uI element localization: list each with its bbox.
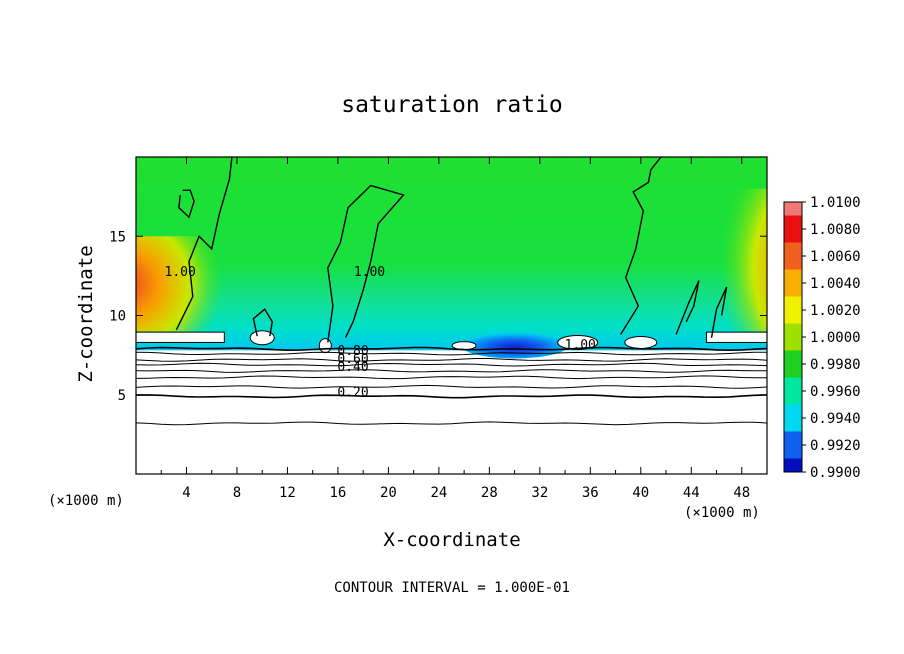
contour-band <box>136 362 767 367</box>
contour-interval-note: CONTOUR INTERVAL = 1.000E-01 <box>334 580 570 596</box>
colorbar-swatch <box>784 310 802 324</box>
x-unit-note-left: (×1000 m) <box>48 493 124 509</box>
cloud-edge-right <box>705 331 767 343</box>
colorbar-tick-label: 0.9900 <box>810 465 861 481</box>
y-tick-label: 10 <box>109 309 126 325</box>
cloud-edge-blob <box>557 334 599 350</box>
colorbar-swatch <box>784 296 802 311</box>
chart-title: saturation ratio <box>341 92 563 118</box>
contour-label: 1.00 <box>565 338 596 353</box>
contour-band <box>136 375 767 380</box>
x-tick-label: 48 <box>733 485 750 501</box>
x-tick-label: 36 <box>582 485 599 501</box>
colorbar-swatch <box>784 256 802 270</box>
colorbar-tick-label: 1.0020 <box>810 303 861 319</box>
colorbar-tick-label: 1.0060 <box>810 249 861 265</box>
colorbar-swatch <box>784 229 802 243</box>
x-tick-label: 24 <box>430 485 447 501</box>
contour-1-00 <box>178 189 195 219</box>
x-tick-label: 28 <box>481 485 498 501</box>
contour-lines: 1.00 1.00 1.00 0.800.600.40 0.20 <box>136 157 767 426</box>
colorbar-tick-label: 0.9920 <box>810 438 861 454</box>
contour-label: 0.40 <box>337 360 368 375</box>
colorbar-swatch <box>784 269 802 284</box>
x-tick-label: 4 <box>182 485 190 501</box>
colorbar-swatch <box>784 202 802 216</box>
colorbar-swatch <box>784 323 802 338</box>
x-tick-label: 12 <box>279 485 296 501</box>
contour-label: 1.00 <box>354 265 385 280</box>
colorbar-swatch <box>784 283 802 297</box>
colorbar-swatch <box>784 242 802 257</box>
colorbar-tick-label: 0.9960 <box>810 384 861 400</box>
colorbar-tick-label: 1.0080 <box>810 222 861 238</box>
field-warm-zone <box>136 236 224 332</box>
colorbar-swatch <box>784 458 802 473</box>
colorbar-tick-label: 1.0040 <box>810 276 861 292</box>
contour-1-00 <box>327 184 405 343</box>
colorbar-swatch <box>784 215 802 230</box>
colorbar-tick-label: 1.0000 <box>810 330 861 346</box>
colorbar-swatch <box>784 337 802 351</box>
heatmap-field <box>136 157 767 474</box>
contour-label: 1.00 <box>165 265 196 280</box>
x-tick-label: 40 <box>632 485 649 501</box>
contour-label: 0.80 <box>337 344 368 359</box>
colorbar-swatch <box>784 445 802 459</box>
contour-band <box>136 351 767 356</box>
colorbar-swatch <box>784 391 802 405</box>
field-moist-region <box>136 157 767 351</box>
colorbar-swatch <box>784 377 802 392</box>
x-unit-note-right: (×1000 m) <box>684 505 760 521</box>
cloud-edge-left <box>136 331 225 343</box>
contour-1-00 <box>710 286 728 338</box>
contour-1-00 <box>175 157 233 331</box>
colorbar-swatch <box>784 364 802 378</box>
x-tick-label: 32 <box>531 485 548 501</box>
colorbar-tick-label: 0.9940 <box>810 411 861 427</box>
contour-1-00 <box>675 280 700 335</box>
y-axis-label: Z-coordinate <box>75 245 97 382</box>
contour-band <box>136 369 767 373</box>
x-tick-label: 8 <box>233 485 241 501</box>
colorbar-swatch <box>784 431 802 446</box>
contour-label: 0.60 <box>337 352 368 367</box>
x-tick-label: 44 <box>683 485 700 501</box>
colorbar-swatch <box>784 418 802 432</box>
cloud-edge-blob <box>318 338 332 354</box>
colorbar-tick-label: 1.0100 <box>810 195 861 211</box>
colorbar: 1.0100 1.0080 1.0060 1.0040 1.0020 1.0000 0.99… <box>783 195 861 481</box>
colorbar-swatch <box>784 350 802 365</box>
contour-band <box>136 346 767 352</box>
field-dry-zone <box>459 330 570 359</box>
contour-label: 0.20 <box>337 385 368 400</box>
x-axis-label: X-coordinate <box>383 529 520 551</box>
contour-band <box>136 384 767 389</box>
colorbar-tick-label: 0.9980 <box>810 357 861 373</box>
contour-band <box>136 358 767 362</box>
y-tick-label: 5 <box>118 388 126 404</box>
contour-band <box>136 394 767 399</box>
x-tick-label: 20 <box>380 485 397 501</box>
field-warm-zone <box>719 188 767 332</box>
colorbar-swatch <box>784 404 802 419</box>
cloud-edge-blob <box>624 335 658 349</box>
y-tick-label: 15 <box>109 229 126 245</box>
x-tick-label: 16 <box>329 485 346 501</box>
contour-1-00 <box>252 308 274 337</box>
contour-band <box>136 421 767 426</box>
contour-1-00 <box>620 157 662 335</box>
